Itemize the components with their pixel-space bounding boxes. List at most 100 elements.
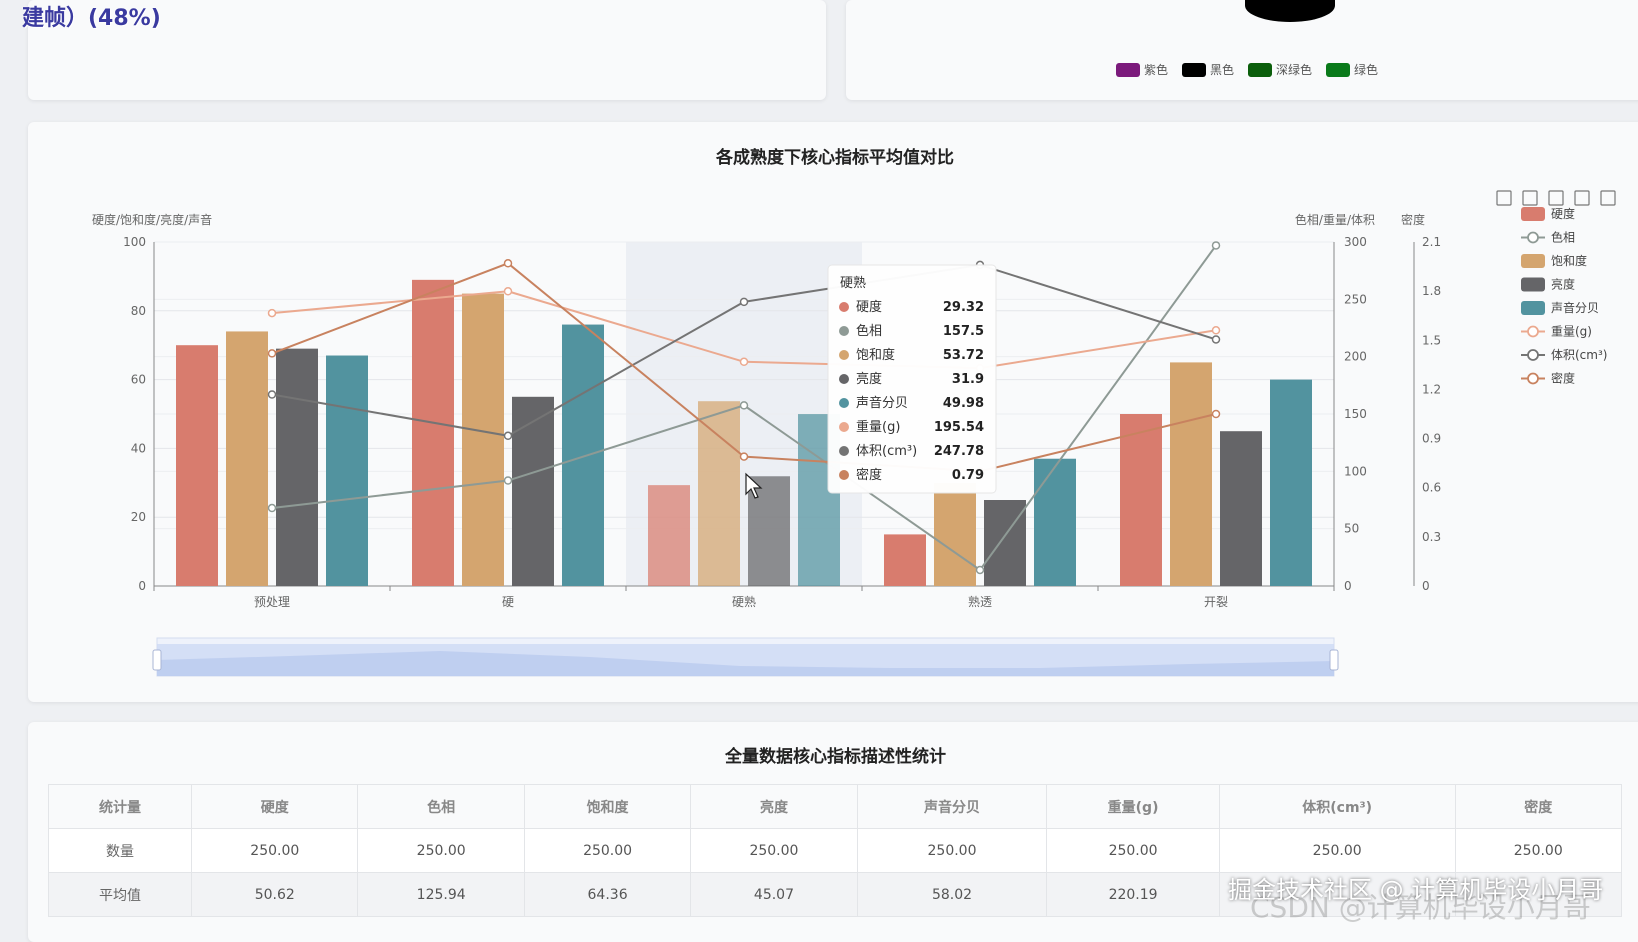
pie-legend-item-purple[interactable]: 紫色: [1116, 61, 1168, 78]
bar-硬度-硬熟[interactable]: [648, 485, 690, 586]
table-row: 平均值 50.62 125.94 64.36 45.07 58.02 220.19: [47, 872, 1623, 917]
legend-swatch: [1116, 62, 1140, 77]
point-密度-开裂[interactable]: [1211, 409, 1221, 419]
point-重量(g)-硬熟[interactable]: [739, 357, 749, 367]
legend-swatch-亮度[interactable]: [1521, 277, 1545, 292]
legend-marker-重量(g)[interactable]: [1527, 325, 1539, 338]
y-right-tick-label: 0: [1344, 579, 1352, 593]
point-密度-硬[interactable]: [503, 259, 513, 268]
line-switch-icon[interactable]: [1574, 190, 1590, 206]
tooltip-label: 密度: [856, 467, 882, 483]
x-tick-label: 硬: [502, 595, 514, 609]
bar-饱和度-硬熟[interactable]: [698, 401, 740, 586]
bar-声音分贝-硬[interactable]: [562, 324, 604, 586]
table-cell: 250.00: [1218, 828, 1456, 873]
point-重量(g)-开裂[interactable]: [1211, 326, 1221, 335]
legend-swatch-饱和度[interactable]: [1521, 254, 1545, 268]
point-色相-硬熟[interactable]: [739, 401, 749, 410]
table-cell: 数量: [47, 828, 193, 873]
table-cell: 250.00: [357, 828, 525, 873]
tooltip-value: 157.5: [943, 324, 984, 339]
tooltip-label: 体积(cm³): [856, 444, 917, 459]
pie-legend-item-green[interactable]: 绿色: [1326, 61, 1378, 78]
point-色相-预处理[interactable]: [267, 503, 277, 513]
pie-legend-item-darkgreen[interactable]: 深绿色: [1248, 61, 1312, 78]
density-tick-label: 1.2: [1422, 382, 1441, 396]
bar-硬度-熟透[interactable]: [884, 534, 926, 586]
table-cell: 64.36: [523, 872, 692, 917]
table-cell: 250.00: [1454, 828, 1623, 873]
table-header-cell: 硬度: [191, 784, 359, 829]
table-header-cell: 亮度: [690, 784, 858, 829]
bar-亮度-开裂[interactable]: [1220, 431, 1262, 586]
bar-switch-icon[interactable]: [1600, 190, 1616, 206]
point-密度-硬熟[interactable]: [739, 452, 749, 461]
y-left-axis-name: 硬度/饱和度/亮度/声音: [92, 212, 212, 227]
legend-swatch-声音分贝[interactable]: [1521, 301, 1545, 315]
y-right-axis-name: 色相/重量/体积: [1295, 213, 1375, 227]
tooltip-value: 0.79: [952, 468, 984, 483]
y-right-tick-label: 300: [1344, 235, 1367, 249]
density-tick-label: 0: [1422, 579, 1430, 593]
bar-硬度-硬[interactable]: [412, 279, 454, 586]
bar-声音分贝-熟透[interactable]: [1034, 458, 1076, 586]
tooltip-value: 195.54: [934, 420, 984, 435]
bar-亮度-硬[interactable]: [512, 396, 554, 586]
bar-声音分贝-开裂[interactable]: [1270, 379, 1312, 586]
point-体积(cm³)-开裂[interactable]: [1211, 335, 1221, 344]
bar-硬度-开裂[interactable]: [1120, 414, 1162, 586]
legend-swatch: [1248, 62, 1273, 77]
x-tick-label: 预处理: [254, 595, 290, 609]
legend-label: 绿色: [1354, 63, 1379, 77]
datazoom-handle-right[interactable]: [1329, 649, 1339, 671]
legend-marker-体积(cm³)[interactable]: [1527, 349, 1539, 361]
point-色相-硬[interactable]: [503, 476, 513, 485]
tooltip-box: [827, 264, 997, 494]
tooltip-dot: [839, 446, 849, 456]
density-axis-name: 密度: [1401, 212, 1425, 227]
point-重量(g)-硬[interactable]: [503, 287, 513, 296]
tooltip-dot: [839, 326, 849, 336]
point-体积(cm³)-硬熟[interactable]: [739, 297, 749, 307]
table-header-cell: 声音分贝: [856, 784, 1048, 829]
legend-swatch-硬度[interactable]: [1521, 207, 1545, 221]
tooltip-label: 亮度: [856, 371, 882, 387]
legend-marker-色相[interactable]: [1527, 231, 1539, 244]
density-tick-label: 2.1: [1422, 235, 1441, 249]
legend-label: 重量(g): [1551, 325, 1592, 339]
tooltip-dot: [839, 302, 849, 312]
point-密度-预处理[interactable]: [267, 349, 277, 358]
point-体积(cm³)-预处理[interactable]: [267, 390, 277, 399]
zoom-icon[interactable]: [1522, 190, 1538, 206]
tooltip-value: 49.98: [943, 396, 984, 411]
table-header-cell: 重量(g): [1046, 784, 1220, 829]
legend-label: 声音分贝: [1551, 300, 1599, 315]
table-header-row: 统计量 硬度 色相 饱和度 亮度 声音分贝 重量(g) 体积(cm³) 密度: [47, 784, 1623, 829]
y-right-tick-label: 250: [1344, 292, 1367, 306]
tooltip-value: 29.32: [943, 300, 984, 315]
pie-legend-item-black[interactable]: 黑色: [1182, 61, 1234, 78]
point-重量(g)-预处理[interactable]: [267, 308, 277, 318]
x-tick-label: 开裂: [1204, 595, 1228, 609]
legend-label: 深绿色: [1276, 63, 1313, 77]
bar-声音分贝-预处理[interactable]: [326, 355, 368, 586]
zoom-reset-icon[interactable]: [1548, 190, 1564, 206]
bar-饱和度-熟透[interactable]: [934, 482, 976, 586]
legend-label: 体积(cm³): [1551, 348, 1607, 362]
bar-饱和度-开裂[interactable]: [1170, 362, 1212, 586]
tooltip-title: 硬熟: [840, 275, 866, 291]
bar-饱和度-硬[interactable]: [462, 293, 504, 586]
bar-饱和度-预处理[interactable]: [226, 331, 268, 586]
bar-硬度-预处理[interactable]: [176, 345, 218, 586]
density-tick-label: 1.5: [1422, 333, 1441, 347]
bar-亮度-预处理[interactable]: [276, 348, 318, 586]
legend-marker-密度[interactable]: [1527, 372, 1539, 385]
datazoom-handle-left[interactable]: [152, 649, 162, 671]
save-image-icon[interactable]: [1496, 190, 1512, 206]
point-体积(cm³)-硬[interactable]: [503, 431, 513, 441]
point-色相-开裂[interactable]: [1211, 241, 1221, 250]
bar-亮度-熟透[interactable]: [984, 500, 1026, 586]
y-left-tick-label: 100: [123, 235, 146, 249]
point-色相-熟透[interactable]: [975, 565, 985, 575]
y-right-tick-label: 50: [1344, 522, 1359, 536]
